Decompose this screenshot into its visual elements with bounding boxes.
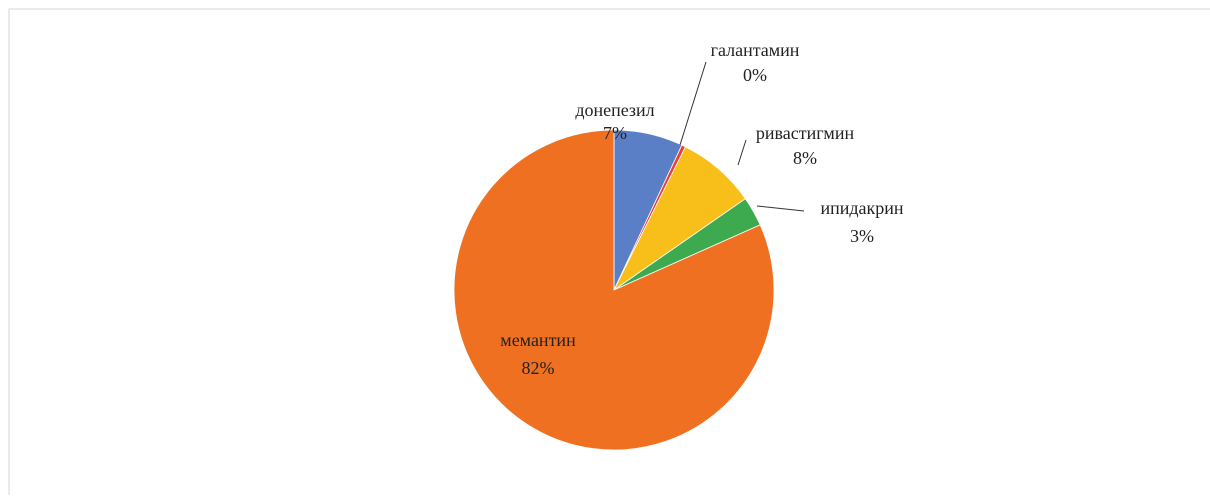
- slice-value-label: 7%: [603, 123, 627, 143]
- chart-frame: [8, 8, 1210, 495]
- pie-slice: [453, 129, 775, 451]
- slice-value-label: 0%: [743, 65, 767, 85]
- slice-value-label: 3%: [850, 226, 874, 246]
- pie: [453, 129, 775, 451]
- slice-value-label: 82%: [522, 358, 555, 378]
- slice-name-label: ривастигмин: [756, 123, 855, 143]
- labels: донепезил 7% галантамин 0% ривастигмин 8% ипид…: [500, 40, 904, 378]
- leader-line: [679, 61, 707, 146]
- slice-name-label: донепезил: [575, 100, 654, 120]
- slice-value-label: 8%: [793, 148, 817, 168]
- slice-name-label: галантамин: [711, 40, 800, 60]
- leader-line: [737, 139, 747, 166]
- leader-line: [756, 205, 805, 212]
- slice-name-label: мемантин: [500, 330, 576, 350]
- slice-name-label: ипидакрин: [820, 198, 903, 218]
